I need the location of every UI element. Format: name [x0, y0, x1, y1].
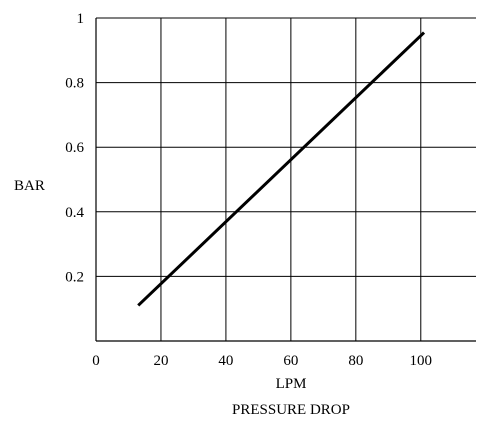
series	[137, 31, 426, 307]
x-tick-label: 100	[410, 353, 433, 369]
x-tick-label: 80	[348, 353, 363, 369]
y-tick-label: 0.6	[65, 140, 84, 156]
x-tick-label: 40	[218, 353, 233, 369]
x-axis-label: LPM	[276, 376, 307, 392]
y-tick-label: 0.2	[65, 269, 84, 285]
x-tick-label: 20	[153, 353, 168, 369]
x-tick-label: 0	[92, 353, 100, 369]
pressure-drop-line	[137, 31, 426, 307]
grid	[96, 17, 476, 341]
y-tick-label: 0.8	[65, 76, 84, 92]
y-axis-label: BAR	[14, 178, 45, 194]
axes	[95, 18, 476, 342]
tick-labels: 0 20 40 60 80 100 0.2 0.4 0.6 0.8 1	[65, 11, 432, 369]
y-tick-label: 0.4	[65, 205, 84, 221]
y-tick-label: 1	[77, 11, 85, 27]
chart-title: PRESSURE DROP	[232, 402, 350, 418]
x-tick-label: 60	[283, 353, 298, 369]
